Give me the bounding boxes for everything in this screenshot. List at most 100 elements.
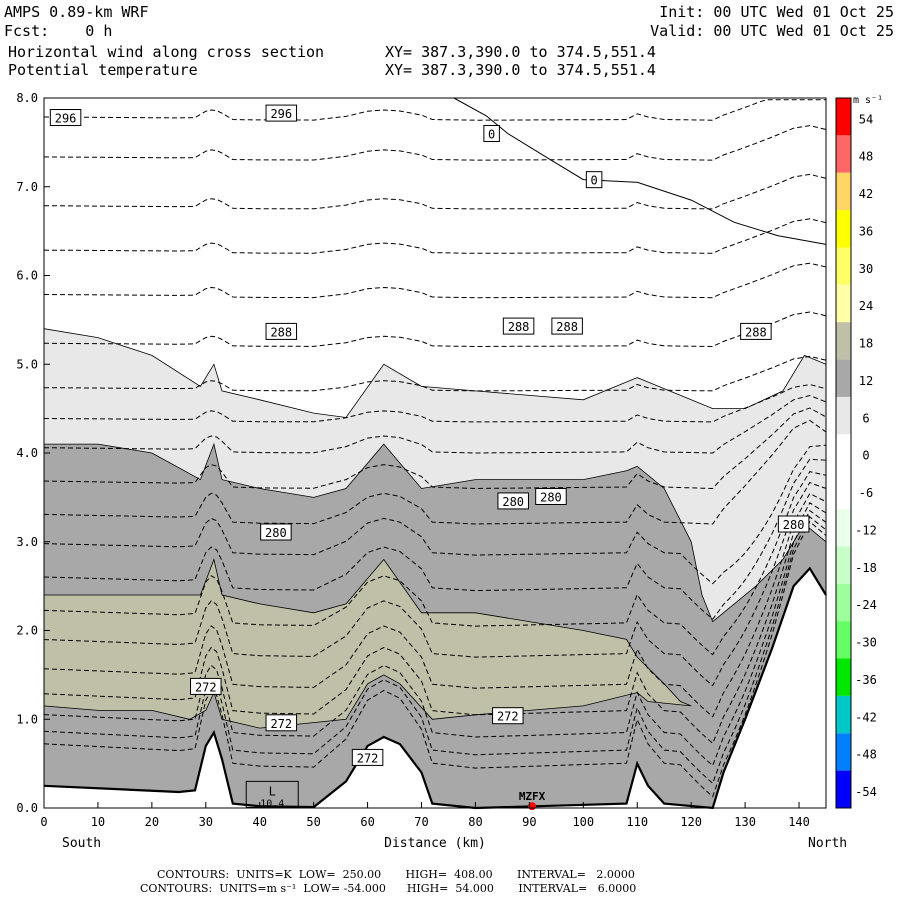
low-marker-value: 10.4 — [260, 798, 284, 809]
annotation-layer: 296 296 0 0 288 288 288 288 280 280 280 280 272 272 27… — [49, 104, 810, 811]
y-tick-label: 2.0 — [16, 624, 38, 638]
theta-label-box — [49, 109, 82, 127]
colorbar-segment — [836, 210, 851, 248]
south-label: South — [62, 836, 101, 851]
colorbar-tick-label: 6 — [862, 411, 869, 425]
colorbar-segment — [836, 733, 851, 771]
theta-label-box — [190, 677, 222, 695]
y-tick-label: 8.0 — [16, 91, 38, 105]
theta-label-box — [260, 523, 292, 541]
terrain-layer — [43, 566, 827, 810]
x-tick-label: 80 — [468, 815, 482, 829]
theta-label: 296 — [270, 107, 292, 121]
theta-contour — [43, 502, 827, 745]
wind-fill-layer — [43, 328, 827, 809]
colorbar-tick-label: 0 — [862, 449, 869, 463]
theta-label: 280 — [502, 495, 524, 509]
colorbar-tick-label: -36 — [855, 673, 877, 687]
theta-contour — [43, 218, 827, 254]
theta-contour — [43, 520, 827, 798]
colorbar-segment — [836, 434, 851, 472]
theta-contour-layer — [43, 97, 827, 798]
theta-label: 288 — [508, 320, 530, 334]
low-marker-letter: L — [269, 784, 276, 798]
y-tick-label: 0.0 — [16, 801, 38, 815]
theta-contour — [43, 173, 827, 210]
colorbar-tick-label: -6 — [859, 486, 873, 500]
colorbar-segment — [836, 98, 851, 136]
colorbar-segment — [836, 583, 851, 622]
theta-label: 272 — [357, 751, 379, 765]
theta-contour — [44, 262, 827, 299]
colorbar-unit: m s⁻¹ — [853, 95, 883, 106]
low-marker-box — [245, 780, 299, 808]
colorbar-tick-label: -48 — [855, 748, 877, 762]
theta-label: 272 — [270, 717, 292, 731]
theta-label-box — [535, 487, 567, 505]
x-tick-label: 140 — [788, 815, 810, 829]
theta-contour — [43, 516, 827, 785]
theta-contour — [43, 458, 827, 620]
colorbar-tick-label: -30 — [855, 636, 877, 650]
xy-theta: XY= 387.3,390.0 to 374.5,551.4 — [385, 61, 656, 79]
colorbar-segment — [836, 396, 851, 435]
model-title: AMPS 0.89-km WRF — [4, 3, 149, 21]
zero-wind-line — [453, 97, 827, 245]
colorbar-tick-label: 36 — [859, 224, 873, 238]
theta-contour — [44, 99, 826, 121]
theta-label: 288 — [745, 325, 767, 339]
x-axis-label: Distance (km) — [384, 836, 486, 851]
theta-contour — [44, 384, 827, 423]
colorbar-tick-label: -12 — [855, 523, 877, 537]
theta-contour — [43, 125, 827, 161]
theta-label: 288 — [270, 325, 292, 339]
colorbar-segment — [836, 284, 851, 323]
theta-label: 280 — [783, 518, 805, 532]
x-tick-label: 60 — [360, 815, 374, 829]
colorbar-segment — [836, 247, 851, 285]
north-label: North — [808, 836, 847, 851]
theta-contour — [43, 481, 827, 687]
x-tick-label: 70 — [414, 815, 428, 829]
colorbar-segment — [836, 172, 851, 211]
colorbar: 54 48 42 36 30 24 18 12 6 0 -6 -12 -18 -24 -30 -36 -42 -4… — [835, 95, 883, 809]
theta-label-box — [502, 317, 535, 335]
theta-contour — [44, 394, 827, 454]
colorbar-segment — [836, 322, 851, 360]
contour-info-wind: CONTOURS: UNITS=m s⁻¹ LOW= -54.000 HIGH=… — [140, 882, 637, 895]
colorbar-tick-label: -24 — [855, 598, 877, 612]
colorbar-tick-label: 54 — [859, 112, 873, 126]
colorbar-segment — [836, 546, 851, 584]
theta-label: 272 — [497, 710, 519, 724]
colorbar-tick-label: 30 — [859, 262, 873, 276]
axes-layer: 0 10 20 30 40 50 60 70 80 90 100 110 120 130 140 0.0 1.0… — [16, 91, 810, 829]
theta-label-box — [585, 171, 603, 189]
x-tick-label: 50 — [306, 815, 320, 829]
theta-label: 0 — [590, 174, 597, 188]
colorbar-segment — [836, 509, 851, 547]
init-time: Init: 00 UTC Wed 01 Oct 25 — [659, 3, 894, 21]
colorbar-tick-label: -42 — [855, 710, 877, 724]
station-label: MZFX — [519, 790, 546, 803]
colorbar-segment — [836, 471, 851, 510]
theta-label: 280 — [540, 490, 562, 504]
colorbar-segment — [836, 658, 851, 696]
x-tick-label: 10 — [91, 815, 105, 829]
theta-label-box — [265, 322, 298, 340]
theta-label-box — [265, 714, 298, 732]
y-tick-label: 4.0 — [16, 446, 38, 460]
theta-contour — [43, 407, 827, 490]
colorbar-segment — [836, 359, 851, 397]
x-tick-label: 110 — [626, 815, 648, 829]
theta-label-box — [497, 492, 529, 510]
cross-section-chart: 296 296 0 0 288 288 288 288 280 280 280 280 272 272 27… — [16, 91, 883, 851]
x-tick-label: 30 — [199, 815, 213, 829]
colorbar-frame — [835, 97, 852, 809]
forecast-hour: Fcst: 0 h — [4, 22, 113, 40]
x-tick-label: 130 — [734, 815, 756, 829]
theta-label-box — [777, 515, 810, 533]
colorbar-tick-label: 12 — [859, 374, 873, 388]
colorbar-segment — [836, 135, 851, 173]
theta-label: 296 — [55, 112, 77, 126]
field-wind-label: Horizontal wind along cross section — [8, 43, 325, 61]
